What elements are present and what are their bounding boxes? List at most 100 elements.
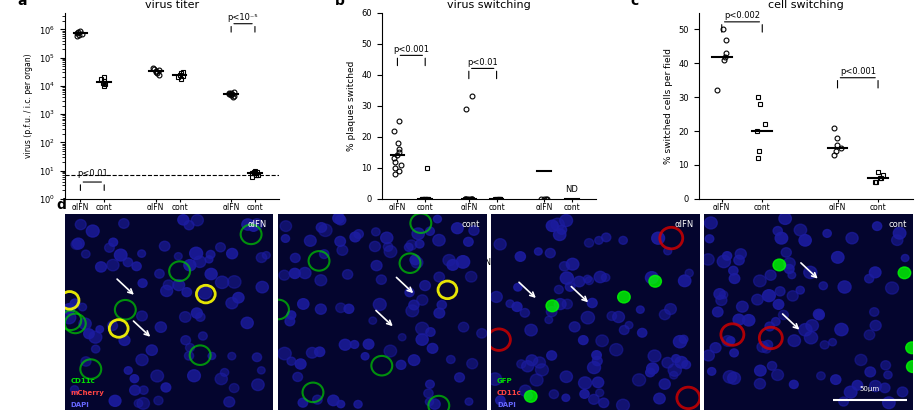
Circle shape [870,320,881,331]
Circle shape [897,387,908,397]
Circle shape [869,380,881,392]
Circle shape [727,372,740,384]
Circle shape [91,345,100,353]
Circle shape [519,385,531,396]
Circle shape [794,224,807,236]
Circle shape [132,262,141,270]
Circle shape [796,286,804,294]
Circle shape [316,223,326,232]
Circle shape [664,247,672,255]
Circle shape [139,386,148,394]
Circle shape [855,354,867,365]
Circle shape [798,324,812,336]
Text: 50μm: 50μm [860,386,880,392]
Text: DAPI: DAPI [71,402,89,408]
Circle shape [772,370,784,380]
Circle shape [714,289,726,299]
Circle shape [785,265,794,273]
Circle shape [447,260,458,270]
Circle shape [710,343,721,353]
Circle shape [426,380,434,388]
Circle shape [327,395,339,406]
Text: footpad: footpad [396,258,428,268]
Circle shape [565,282,575,291]
Circle shape [298,398,308,407]
Circle shape [426,328,435,336]
Circle shape [525,324,538,336]
Text: αIFN: αIFN [248,220,267,229]
Circle shape [411,257,423,268]
Circle shape [864,330,875,340]
Circle shape [339,339,351,350]
Circle shape [865,274,874,283]
Circle shape [155,269,164,278]
Circle shape [648,350,661,362]
Text: footpad: footpad [77,258,109,268]
Circle shape [206,256,213,263]
Circle shape [406,305,419,317]
Circle shape [76,219,86,229]
Text: cont: cont [462,220,480,229]
Circle shape [580,390,589,398]
Circle shape [723,252,732,260]
Circle shape [566,258,579,270]
Circle shape [715,295,727,306]
Circle shape [81,250,90,258]
Circle shape [96,326,103,333]
Circle shape [596,335,609,347]
Circle shape [198,332,207,340]
Circle shape [789,380,798,389]
Circle shape [881,361,891,370]
Circle shape [672,354,680,362]
Circle shape [405,288,414,297]
Circle shape [456,256,469,268]
Circle shape [535,248,542,255]
Circle shape [405,243,413,251]
Circle shape [205,268,218,280]
Circle shape [89,331,101,343]
Circle shape [592,351,601,359]
Circle shape [336,303,346,313]
Circle shape [70,386,78,393]
Circle shape [562,394,570,401]
Circle shape [526,355,538,366]
Text: p<0.01: p<0.01 [467,58,498,66]
Circle shape [562,299,573,309]
Circle shape [804,266,817,278]
Circle shape [619,237,627,244]
Text: CD11c: CD11c [497,390,522,396]
Circle shape [124,367,132,374]
Circle shape [160,241,170,251]
Circle shape [412,228,424,240]
Circle shape [625,321,632,329]
Circle shape [578,377,592,389]
Circle shape [733,314,745,325]
Title: virus switching: virus switching [447,0,530,10]
Circle shape [381,232,393,244]
Circle shape [285,317,295,326]
Circle shape [588,395,599,404]
Circle shape [433,215,442,223]
Circle shape [281,234,290,242]
Circle shape [407,240,417,250]
Circle shape [230,384,239,393]
Circle shape [865,367,876,377]
Circle shape [342,270,353,279]
Circle shape [226,298,238,309]
Circle shape [384,242,393,251]
Circle shape [64,304,75,314]
Circle shape [839,397,848,406]
Circle shape [194,256,206,268]
Circle shape [78,303,87,311]
Circle shape [443,255,455,266]
Circle shape [898,267,911,279]
Circle shape [775,287,785,296]
Circle shape [705,235,714,243]
Circle shape [354,400,362,408]
Circle shape [729,274,739,283]
Circle shape [344,304,354,314]
Circle shape [788,271,796,279]
Circle shape [778,310,788,320]
Circle shape [426,227,434,235]
Circle shape [754,365,766,376]
